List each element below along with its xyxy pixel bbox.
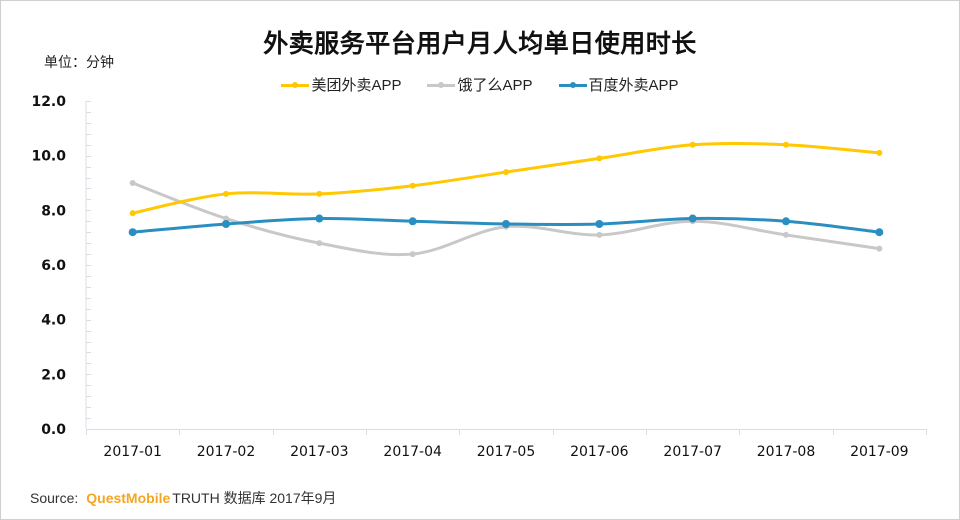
chart-title: 外卖服务平台用户月人均单日使用时长 <box>263 30 697 58</box>
data-point-baidu <box>315 214 324 223</box>
y-tick-label: 8.0 <box>41 203 66 219</box>
legend-swatch-eleme <box>427 78 456 92</box>
legend-item-baidu[interactable]: 百度外卖APP <box>558 74 679 95</box>
legend-label-baidu: 百度外卖APP <box>588 77 679 94</box>
data-point-meituan <box>689 141 696 148</box>
x-tick-label: 2017-07 <box>663 444 722 460</box>
y-tick-label: 10.0 <box>31 149 66 165</box>
y-tick-label: 6.0 <box>41 258 66 274</box>
legend-label-eleme: 饿了么APP <box>457 77 533 94</box>
series-line-meituan <box>131 141 881 215</box>
data-point-eleme <box>223 215 229 222</box>
data-point-eleme <box>783 231 789 238</box>
data-point-eleme <box>876 245 883 252</box>
legend-label-meituan: 美团外卖APP <box>311 77 402 94</box>
data-point-baidu <box>688 214 697 223</box>
x-tick-label: 2017-06 <box>570 444 629 460</box>
data-point-meituan <box>129 210 136 217</box>
axes: 0.0 2.0 4.0 6.0 8.0 10.0 12.0 2017-01 2017-02 201… <box>31 94 927 460</box>
y-tick-label: 12.0 <box>31 94 66 110</box>
data-point-eleme <box>596 231 603 238</box>
data-point-meituan <box>503 169 509 176</box>
data-point-meituan <box>783 141 789 148</box>
legend-swatch-meituan <box>281 78 310 92</box>
x-tick-label: 2017-01 <box>103 444 162 460</box>
source-brand: QuestMobile <box>86 490 171 506</box>
y-tick-label: 2.0 <box>41 367 66 383</box>
data-point-baidu <box>408 217 417 226</box>
data-point-baidu <box>502 220 510 228</box>
x-tick-label: 2017-04 <box>383 444 442 460</box>
legend-item-eleme[interactable]: 饿了么APP <box>427 74 533 95</box>
x-tick-label: 2017-08 <box>757 444 816 460</box>
data-point-baidu <box>782 217 790 226</box>
data-point-baidu <box>128 228 137 237</box>
x-tick-label: 2017-02 <box>197 444 256 460</box>
data-point-baidu <box>875 228 884 237</box>
data-point-eleme <box>129 180 136 186</box>
data-point-meituan <box>409 182 416 189</box>
data-point-meituan <box>316 190 323 197</box>
source-note: Source: QuestMobile TRUTH 数据库 2017年9月 <box>30 488 336 508</box>
y-tick-label: 0.0 <box>41 422 66 438</box>
data-point-eleme <box>409 251 416 258</box>
series-group <box>128 141 884 258</box>
legend: 美团外卖APP 饿了么APP 百度外卖APP <box>0 74 960 95</box>
legend-item-meituan[interactable]: 美团外卖APP <box>281 74 401 95</box>
data-point-baidu <box>595 220 604 228</box>
source-suffix: TRUTH 数据库 2017年9月 <box>172 490 337 506</box>
data-point-meituan <box>223 190 229 197</box>
data-point-eleme <box>316 240 323 247</box>
x-tick-label: 2017-05 <box>477 444 536 460</box>
unit-label: 单位：分钟 <box>44 54 114 70</box>
legend-swatch-baidu <box>558 78 587 92</box>
source-prefix: Source: <box>30 490 79 506</box>
data-point-baidu <box>222 220 230 228</box>
x-tick-label: 2017-09 <box>850 444 909 460</box>
x-tick-label: 2017-03 <box>290 444 349 460</box>
data-point-meituan <box>596 155 603 162</box>
y-tick-label: 4.0 <box>41 313 66 329</box>
data-point-meituan <box>876 149 883 156</box>
